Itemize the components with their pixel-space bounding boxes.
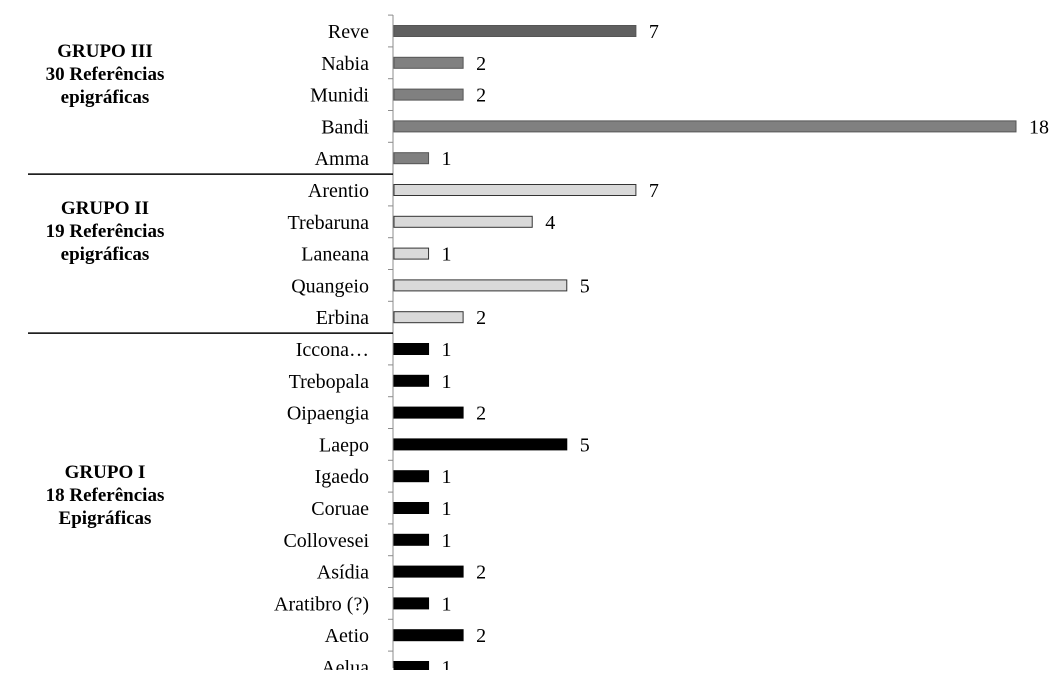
group-label-ii: GRUPO II 19 Referências epigráficas bbox=[0, 197, 210, 266]
group-label-i: GRUPO I 18 Referências Epigráficas bbox=[0, 461, 210, 530]
bar-laneana bbox=[393, 247, 430, 260]
bar-munidi bbox=[393, 88, 464, 101]
group-iii-subtitle: 30 Referências bbox=[45, 64, 165, 85]
data-label-igaedo: 1 bbox=[442, 466, 452, 488]
data-label-aetio: 2 bbox=[476, 625, 486, 647]
category-label-coruae: Coruae bbox=[311, 498, 369, 520]
category-label-bandi: Bandi bbox=[321, 116, 369, 138]
bar-erbina bbox=[393, 311, 464, 324]
data-label-oipaengia: 2 bbox=[476, 403, 486, 425]
bar-nabia bbox=[393, 56, 464, 69]
data-label-laneana: 1 bbox=[442, 244, 452, 266]
category-label-munidi: Munidi bbox=[310, 85, 369, 107]
data-label-munidi: 2 bbox=[476, 85, 486, 107]
data-label-laepo: 5 bbox=[580, 434, 590, 456]
data-label-coruae: 1 bbox=[442, 498, 452, 520]
data-label-arentio: 7 bbox=[649, 180, 659, 202]
category-label-aetio: Aetio bbox=[325, 625, 369, 647]
group-i-name: GRUPO I bbox=[64, 462, 146, 483]
group-i-subtitle2: Epigráficas bbox=[58, 508, 152, 529]
bar-aetio bbox=[393, 629, 464, 642]
data-label-nabia: 2 bbox=[476, 53, 486, 75]
group-ii-subtitle2: epigráficas bbox=[60, 244, 150, 265]
category-label-erbina: Erbina bbox=[316, 307, 369, 329]
data-label-bandi: 18 bbox=[1029, 116, 1049, 138]
category-label-aratibro: Aratibro (?) bbox=[274, 593, 369, 615]
category-label-collovesei: Collovesei bbox=[283, 530, 369, 552]
bar-igaedo bbox=[393, 470, 430, 483]
data-label-aelua: 1 bbox=[442, 657, 452, 670]
data-label-aratibro: 1 bbox=[442, 593, 452, 615]
bar-aelua bbox=[393, 661, 430, 673]
category-label-arentio: Arentio bbox=[308, 180, 369, 202]
bar-trebopala bbox=[393, 374, 430, 387]
group-ii-name: GRUPO II bbox=[60, 198, 150, 219]
category-label-trebopala: Trebopala bbox=[289, 371, 369, 393]
category-label-aelua: Aelua bbox=[321, 657, 369, 670]
group-ii-subtitle: 19 Referências bbox=[45, 221, 165, 242]
bar-laepo bbox=[393, 438, 568, 451]
bar-iccona bbox=[393, 343, 430, 355]
category-label-reve: Reve bbox=[328, 21, 369, 43]
bar-reve bbox=[393, 25, 637, 37]
bar-collovesei bbox=[393, 533, 430, 546]
category-label-nabia: Nabia bbox=[321, 53, 369, 75]
group-iii-subtitle2: epigráficas bbox=[60, 87, 150, 108]
data-label-reve: 7 bbox=[649, 21, 659, 43]
data-label-as-dia: 2 bbox=[476, 562, 486, 584]
category-label-laneana: Laneana bbox=[301, 244, 369, 266]
group-label-iii: GRUPO III 30 Referências epigráficas bbox=[0, 40, 210, 109]
bar-arentio bbox=[393, 184, 637, 196]
bar-coruae bbox=[393, 502, 430, 514]
bar-trebaruna bbox=[393, 215, 533, 228]
data-label-iccona: 1 bbox=[442, 339, 452, 361]
data-label-amma: 1 bbox=[442, 148, 452, 170]
category-label-trebaruna: Trebaruna bbox=[288, 212, 370, 234]
category-label-iccona: Iccona… bbox=[296, 339, 369, 361]
data-label-collovesei: 1 bbox=[442, 530, 452, 552]
data-label-trebopala: 1 bbox=[442, 371, 452, 393]
category-label-amma: Amma bbox=[315, 148, 370, 170]
bar-as-dia bbox=[393, 565, 464, 578]
category-label-as-dia: Asídia bbox=[317, 562, 369, 584]
bar-bandi bbox=[393, 120, 1017, 133]
data-label-erbina: 2 bbox=[476, 307, 486, 329]
bar-quangeio bbox=[393, 279, 568, 292]
group-iii-name: GRUPO III bbox=[57, 41, 153, 62]
category-label-laepo: Laepo bbox=[319, 434, 369, 456]
category-label-quangeio: Quangeio bbox=[291, 275, 369, 297]
bar-aratibro bbox=[393, 597, 430, 610]
data-label-quangeio: 5 bbox=[580, 275, 590, 297]
bar-amma bbox=[393, 152, 430, 165]
category-label-oipaengia: Oipaengia bbox=[287, 403, 369, 425]
category-label-igaedo: Igaedo bbox=[315, 466, 369, 488]
bar-oipaengia bbox=[393, 406, 464, 419]
data-label-trebaruna: 4 bbox=[545, 212, 555, 234]
group-i-subtitle: 18 Referências bbox=[45, 485, 165, 506]
